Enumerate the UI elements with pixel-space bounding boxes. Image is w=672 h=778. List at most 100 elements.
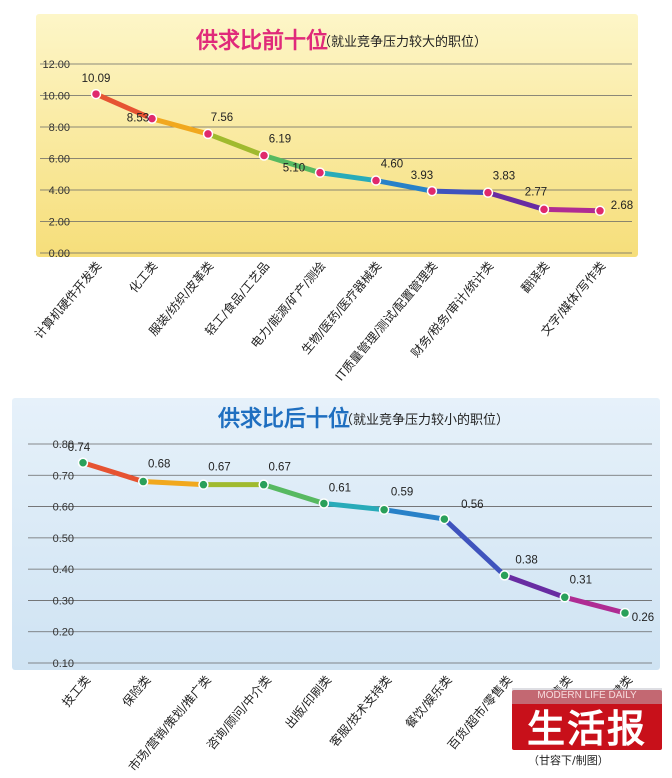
top-gridlines (40, 63, 632, 254)
data-label: 0.61 (329, 482, 351, 494)
data-point (439, 513, 450, 525)
top-chart-subtitle: （就业竞争压力较大的职位） (318, 34, 487, 50)
category-label: IT质量管理/测试/配置管理类 (332, 258, 441, 383)
series-line-segment (261, 482, 327, 506)
data-point (482, 187, 494, 198)
data-label: 0.56 (461, 499, 483, 511)
data-point (146, 113, 158, 124)
chart-credit: （甘容下/制图） (528, 754, 609, 767)
data-point (559, 592, 571, 603)
series-line-segment (429, 188, 491, 196)
category-label: 保险类 (119, 672, 154, 709)
category-label: 计算机硬件开发类 (31, 258, 104, 341)
data-point (499, 570, 510, 581)
y-tick-label: 0.10 (53, 658, 74, 670)
data-label: 0.26 (632, 612, 654, 624)
data-point (378, 504, 390, 515)
top-series-points (90, 88, 606, 217)
y-tick-label: 0.50 (53, 533, 74, 545)
y-tick-label: 0.00 (49, 248, 70, 260)
series-line-segment (205, 131, 267, 159)
data-point (318, 498, 330, 509)
y-tick-label: 8.00 (49, 122, 70, 134)
data-label: 7.56 (211, 112, 233, 124)
category-label: 化工类 (126, 259, 160, 296)
data-point (314, 167, 326, 178)
logo-text: 生活报 (526, 706, 647, 751)
series-line-segment (149, 116, 211, 137)
category-label: 翻译类 (518, 259, 552, 296)
bottom-chart-background (12, 398, 660, 670)
series-line-segment (485, 190, 547, 212)
bottom-data-labels: 0.74 0.68 0.67 0.67 0.61 0.59 0.56 0.38 0.31 0.26 (68, 442, 654, 624)
series-line-segment (140, 479, 206, 488)
bottom-gridlines (28, 443, 652, 664)
data-point (426, 185, 438, 197)
y-tick-label: 0.60 (53, 502, 74, 514)
series-line-segment (373, 178, 435, 194)
bottom-series-line (80, 460, 628, 616)
series-line-segment (80, 460, 146, 485)
data-label: 5.10 (283, 163, 305, 175)
series-line-segment (541, 206, 603, 214)
category-label: 餐饮/娱乐类 (402, 672, 455, 731)
data-label: 4.60 (381, 159, 403, 171)
y-tick-label: 0.70 (53, 470, 74, 482)
series-line-segment (321, 500, 387, 513)
data-label: 0.68 (148, 459, 170, 471)
data-label: 0.31 (570, 574, 592, 586)
category-label: 咨询/顾问/中介类 (203, 672, 274, 752)
data-label: 2.68 (611, 200, 633, 212)
bottom-chart-subtitle: （就业竞争压力较小的职位） (340, 412, 509, 428)
bottom-series-points (77, 457, 631, 619)
category-label: 客服/技术支持类 (326, 672, 394, 749)
y-tick-label: 6.00 (49, 154, 70, 166)
top-chart: 0.00 2.00 4.00 6.00 8.00 10.00 12.00 10.09 8.53… (31, 14, 638, 384)
data-point (90, 88, 102, 100)
data-point (202, 128, 214, 140)
bottom-chart-title: 供求比后十位 (217, 406, 350, 432)
data-point (370, 175, 382, 186)
y-tick-label: 4.00 (49, 185, 70, 197)
data-label: 0.59 (391, 487, 413, 499)
series-line-segment (562, 594, 628, 616)
data-point (619, 607, 631, 619)
data-label: 0.67 (268, 462, 290, 474)
data-label: 6.19 (269, 134, 291, 146)
top-chart-background (36, 14, 638, 257)
data-point (137, 476, 149, 487)
series-line-segment (441, 516, 508, 578)
top-data-labels: 10.09 8.53 7.56 6.19 5.10 4.60 3.93 3.83 2.77 2.6… (82, 73, 634, 212)
top-chart-title: 供求比前十位 (195, 28, 328, 54)
data-point (258, 479, 269, 490)
category-label: 百货/超市/零售类 (444, 672, 515, 752)
series-line-segment (317, 170, 379, 184)
data-label: 10.09 (82, 73, 111, 85)
series-line-segment (93, 91, 155, 122)
data-label: 0.67 (208, 462, 230, 474)
bottom-y-axis: 0.10 0.20 0.30 0.40 0.50 0.60 0.70 0.80 (53, 439, 74, 670)
data-label: 3.93 (411, 170, 433, 182)
y-tick-label: 0.80 (53, 439, 74, 451)
series-line-segment (381, 507, 447, 522)
data-label: 3.83 (493, 171, 515, 183)
data-label: 0.74 (68, 442, 91, 454)
data-label: 2.77 (525, 186, 547, 198)
series-line-segment (261, 153, 323, 176)
data-label: 0.38 (515, 554, 537, 566)
category-label: 技工类 (59, 673, 93, 710)
data-point (77, 457, 89, 469)
data-point (258, 150, 270, 161)
y-tick-label: 10.00 (42, 91, 70, 103)
y-tick-label: 0.40 (53, 564, 74, 576)
top-x-axis: 计算机硬件开发类 化工类服装/纺织/皮革类轻工/食品/工艺品电力/能源/矿产/测绘… (31, 258, 608, 383)
data-point (594, 205, 606, 217)
data-point (538, 204, 550, 215)
data-label: 8.53 (127, 113, 149, 125)
series-line-segment (502, 572, 568, 600)
category-label: 出版/印刷类 (282, 673, 334, 731)
top-y-axis: 0.00 2.00 4.00 6.00 8.00 10.00 12.00 (42, 59, 70, 260)
top-series-line (93, 91, 603, 214)
logo-subtitle: MODERN LIFE DAILY (512, 688, 662, 704)
